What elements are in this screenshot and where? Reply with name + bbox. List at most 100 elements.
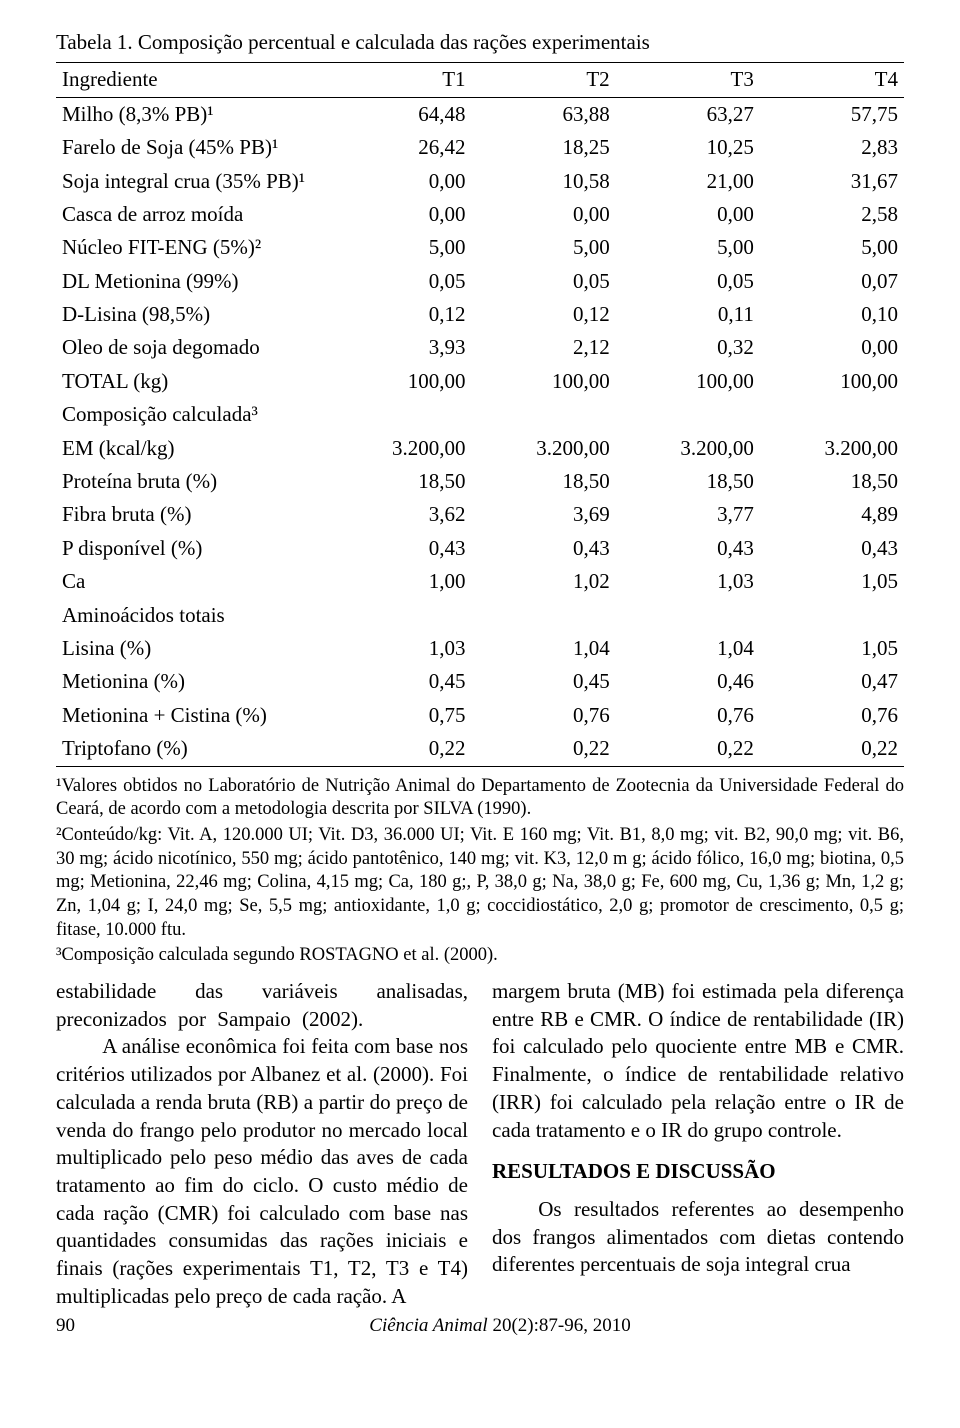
table-row: Milho (8,3% PB)¹64,4863,8863,2757,75 xyxy=(56,97,904,131)
table-row: Aminoácidos totais xyxy=(56,599,904,632)
row-value: 3,69 xyxy=(472,498,616,531)
table-row: DL Metionina (99%)0,050,050,050,07 xyxy=(56,265,904,298)
row-value: 0,43 xyxy=(472,532,616,565)
row-value xyxy=(472,599,616,632)
row-value: 10,25 xyxy=(616,131,760,164)
section-heading: RESULTADOS E DISCUSSÃO xyxy=(492,1158,904,1186)
row-value xyxy=(616,398,760,431)
table-row: Composição calculada³ xyxy=(56,398,904,431)
row-value: 3.200,00 xyxy=(472,432,616,465)
col-header-t3: T3 xyxy=(616,63,760,97)
row-value: 100,00 xyxy=(616,365,760,398)
row-value: 5,00 xyxy=(472,231,616,264)
table-row: Farelo de Soja (45% PB)¹26,4218,2510,252… xyxy=(56,131,904,164)
row-value: 0,43 xyxy=(616,532,760,565)
row-value: 0,47 xyxy=(760,665,904,698)
footnote-3: ³Composição calculada segundo ROSTAGNO e… xyxy=(56,944,904,968)
table-row: EM (kcal/kg)3.200,003.200,003.200,003.20… xyxy=(56,432,904,465)
row-value: 18,50 xyxy=(327,465,471,498)
row-label: Casca de arroz moída xyxy=(56,198,327,231)
row-value: 57,75 xyxy=(760,97,904,131)
table-footnotes: ¹Valores obtidos no Laboratório de Nutri… xyxy=(56,775,904,968)
table-row: Casca de arroz moída0,000,000,002,58 xyxy=(56,198,904,231)
row-value: 100,00 xyxy=(327,365,471,398)
row-label: DL Metionina (99%) xyxy=(56,265,327,298)
page-number: 90 xyxy=(56,1315,96,1337)
row-value: 18,50 xyxy=(472,465,616,498)
row-value xyxy=(327,398,471,431)
row-value xyxy=(616,599,760,632)
row-value: 0,22 xyxy=(327,732,471,766)
right-p1: margem bruta (MB) foi estimada pela dife… xyxy=(492,978,904,1144)
row-value: 64,48 xyxy=(327,97,471,131)
row-label: Núcleo FIT-ENG (5%)² xyxy=(56,231,327,264)
row-label: Aminoácidos totais xyxy=(56,599,327,632)
row-value: 3.200,00 xyxy=(327,432,471,465)
table-row: Metionina (%)0,450,450,460,47 xyxy=(56,665,904,698)
row-label: Farelo de Soja (45% PB)¹ xyxy=(56,131,327,164)
row-label: Composição calculada³ xyxy=(56,398,327,431)
row-label: Proteína bruta (%) xyxy=(56,465,327,498)
row-value: 3.200,00 xyxy=(616,432,760,465)
row-value: 0,76 xyxy=(616,699,760,732)
row-value: 0,45 xyxy=(472,665,616,698)
col-header-ingredient: Ingrediente xyxy=(56,63,327,97)
row-value: 1,00 xyxy=(327,565,471,598)
row-value: 10,58 xyxy=(472,165,616,198)
row-value: 0,12 xyxy=(472,298,616,331)
row-value: 1,05 xyxy=(760,632,904,665)
table-row: Ca1,001,021,031,05 xyxy=(56,565,904,598)
row-value: 4,89 xyxy=(760,498,904,531)
table-row: D-Lisina (98,5%)0,120,120,110,10 xyxy=(56,298,904,331)
row-value: 3,93 xyxy=(327,331,471,364)
right-column: margem bruta (MB) foi estimada pela dife… xyxy=(492,978,904,1311)
table-header-row: Ingrediente T1 T2 T3 T4 xyxy=(56,63,904,97)
row-value: 63,27 xyxy=(616,97,760,131)
row-label: D-Lisina (98,5%) xyxy=(56,298,327,331)
row-value: 0,75 xyxy=(327,699,471,732)
table-row: Oleo de soja degomado3,932,120,320,00 xyxy=(56,331,904,364)
row-value: 0,46 xyxy=(616,665,760,698)
left-column: estabilidade das variáveis analisadas, p… xyxy=(56,978,468,1311)
row-value: 1,02 xyxy=(472,565,616,598)
row-value: 0,76 xyxy=(760,699,904,732)
row-value xyxy=(760,398,904,431)
row-value xyxy=(760,599,904,632)
row-label: EM (kcal/kg) xyxy=(56,432,327,465)
row-value: 0,22 xyxy=(760,732,904,766)
row-value: 0,00 xyxy=(472,198,616,231)
table-row: Núcleo FIT-ENG (5%)²5,005,005,005,00 xyxy=(56,231,904,264)
row-value: 21,00 xyxy=(616,165,760,198)
row-value: 0,32 xyxy=(616,331,760,364)
row-label: P disponível (%) xyxy=(56,532,327,565)
row-value: 5,00 xyxy=(327,231,471,264)
row-label: Soja integral crua (35% PB)¹ xyxy=(56,165,327,198)
row-value: 26,42 xyxy=(327,131,471,164)
row-label: Triptofano (%) xyxy=(56,732,327,766)
row-value: 0,43 xyxy=(327,532,471,565)
table-row: Fibra bruta (%)3,623,693,774,89 xyxy=(56,498,904,531)
row-value: 0,05 xyxy=(327,265,471,298)
row-value: 18,50 xyxy=(760,465,904,498)
col-header-t1: T1 xyxy=(327,63,471,97)
table-row: Proteína bruta (%)18,5018,5018,5018,50 xyxy=(56,465,904,498)
row-label: Ca xyxy=(56,565,327,598)
row-value xyxy=(472,398,616,431)
left-p2: A análise econômica foi feita com base n… xyxy=(56,1033,468,1310)
col-header-t2: T2 xyxy=(472,63,616,97)
row-value: 0,22 xyxy=(472,732,616,766)
footnote-1: ¹Valores obtidos no Laboratório de Nutri… xyxy=(56,775,904,822)
row-label: Metionina + Cistina (%) xyxy=(56,699,327,732)
row-value: 3,62 xyxy=(327,498,471,531)
row-value: 1,03 xyxy=(616,565,760,598)
table-row: Triptofano (%)0,220,220,220,22 xyxy=(56,732,904,766)
right-p2: Os resultados referentes ao desempenho d… xyxy=(492,1196,904,1279)
row-value: 0,45 xyxy=(327,665,471,698)
row-value: 2,12 xyxy=(472,331,616,364)
row-value: 5,00 xyxy=(760,231,904,264)
table-row: TOTAL (kg)100,00100,00100,00100,00 xyxy=(56,365,904,398)
page-footer: 90 Ciência Animal 20(2):87-96, 2010 xyxy=(56,1315,904,1337)
row-value: 0,07 xyxy=(760,265,904,298)
row-value: 1,04 xyxy=(616,632,760,665)
body-columns: estabilidade das variáveis analisadas, p… xyxy=(56,978,904,1311)
